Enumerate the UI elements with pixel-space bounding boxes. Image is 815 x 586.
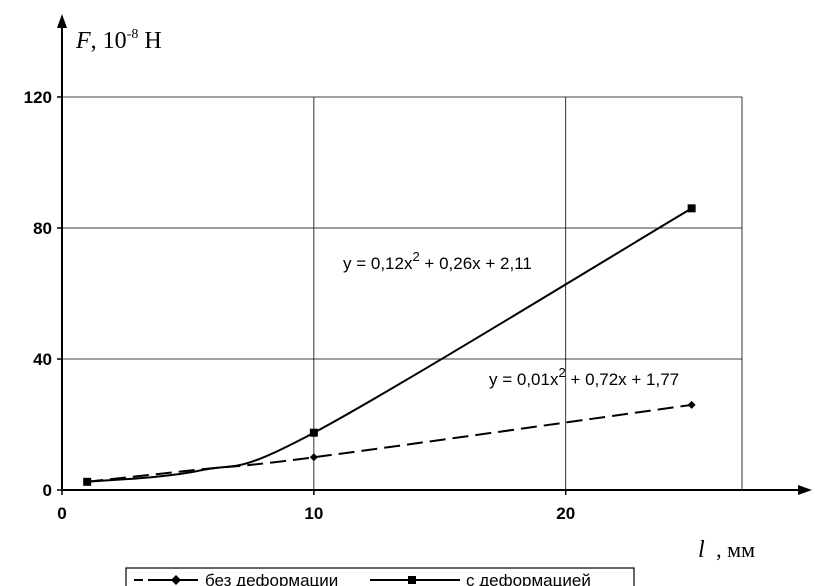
- axes: [57, 14, 812, 495]
- x-axis-arrow-icon: [798, 485, 812, 495]
- equation-undeformed: y = 0,01x2 + 0,72x + 1,77: [489, 365, 679, 389]
- y-tick-label: 80: [33, 219, 52, 238]
- x-tick-label: 0: [57, 504, 66, 523]
- series-line-0: [87, 403, 692, 483]
- equation-deformed: y = 0,12x2 + 0,26x + 2,11: [343, 249, 532, 273]
- legend-label-undeformed: без деформации: [205, 571, 338, 586]
- data-point-square: [83, 477, 92, 486]
- data-point-diamond: [309, 453, 318, 462]
- legend-marker-deformed: [408, 576, 416, 584]
- x-tick-label: 20: [556, 504, 575, 523]
- y-tick-label: 0: [43, 481, 52, 500]
- data-point-square: [687, 204, 696, 213]
- grid-lines: [62, 96, 743, 490]
- y-axis-title: F, 10-8 Н: [75, 27, 162, 54]
- y-axis-arrow-icon: [57, 14, 67, 28]
- y-tick-label: 40: [33, 350, 52, 369]
- legend-box: [125, 567, 635, 586]
- data-point-diamond: [687, 400, 696, 409]
- tick-labels: 0 40 80 120 0 10 20: [24, 88, 576, 523]
- y-tick-label: 120: [24, 88, 52, 107]
- x-axis-title: l , мм: [698, 537, 755, 563]
- series-group: [83, 204, 696, 486]
- data-point-square: [309, 428, 318, 437]
- legend-label-deformed: с деформацией: [466, 571, 591, 586]
- x-tick-label: 10: [304, 504, 323, 523]
- legend-marker-undeformed: [171, 575, 181, 585]
- legend: без деформации с деформацией: [125, 567, 635, 586]
- series-line-1: [87, 207, 693, 483]
